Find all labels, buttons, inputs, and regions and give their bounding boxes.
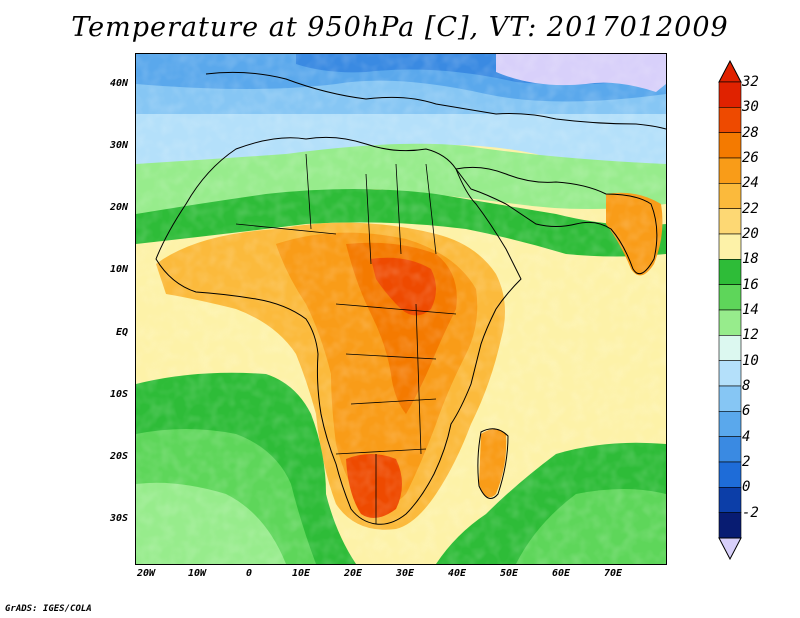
lat-label-10n: 10N: [109, 264, 128, 275]
colorbar-swatch: [718, 107, 742, 133]
colorbar-tick-label: 24: [742, 175, 759, 192]
colorbar-swatch: [718, 208, 742, 235]
colorbar-swatch: [718, 81, 742, 108]
lat-label-20n: 20N: [109, 202, 128, 213]
lon-label-40e: 40E: [447, 568, 467, 579]
colorbar-swatch: [718, 157, 742, 184]
field-texture: [136, 54, 666, 564]
colorbar-tick-label: -2: [742, 504, 759, 521]
lat-label-40n: 40N: [109, 78, 128, 89]
colorbar-under-arrow: [718, 537, 742, 560]
lat-label-30n: 30N: [109, 140, 128, 151]
colorbar-tick-label: 14: [742, 302, 759, 318]
colorbar-swatch: [718, 512, 742, 539]
colorbar-tick-label: 16: [742, 276, 759, 293]
colorbar-swatch: [718, 284, 742, 311]
africa-coast: [155, 136, 522, 525]
colorbar-tick-label: 10: [742, 352, 759, 369]
colorbar-tick-label: 28: [742, 124, 759, 141]
colorbar-tick-label: 2: [742, 454, 751, 470]
lat-label-20s: 20S: [109, 451, 128, 462]
lon-label-70e: 70E: [603, 568, 623, 579]
country-borders: [235, 153, 457, 524]
coastlines: [155, 71, 666, 525]
colorbar-swatch: [718, 487, 742, 513]
colorbar-swatch: [718, 385, 742, 412]
colorbar-tick-label: 30: [742, 99, 759, 116]
arabia-india-coast: [455, 166, 658, 275]
temperature-map: [135, 53, 667, 565]
colorbar-tick-label: 6: [742, 403, 751, 420]
lon-label-0: 0: [245, 568, 253, 579]
lon-label-60e: 60E: [551, 568, 571, 579]
lat-label-10s: 10S: [109, 389, 128, 400]
lon-label-50e: 50E: [499, 568, 519, 579]
colorbar-tick-label: 0: [742, 479, 751, 496]
lon-label-30e: 30E: [395, 568, 415, 579]
colorbar-swatch: [718, 411, 742, 437]
colorbar-swatch: [718, 436, 742, 463]
colorbar-swatch: [718, 309, 742, 336]
lon-label-20e: 20E: [343, 568, 363, 579]
colorbar-swatch: [718, 259, 742, 285]
lon-label-20w: 20W: [136, 568, 156, 579]
colorbar-tick-label: 12: [742, 327, 759, 344]
lat-label-30s: 30S: [109, 513, 128, 524]
colorbar-swatch: [718, 335, 742, 361]
colorbar-tick-label: 20: [742, 226, 759, 242]
chart-title: Temperature at 950hPa [C], VT: 201701200…: [71, 12, 729, 43]
colorbar-swatch: [718, 233, 742, 260]
map-canvas: [136, 54, 666, 564]
colorbar: [718, 60, 742, 560]
colorbar-tick-label: 18: [742, 251, 759, 268]
colorbar-tick-label: 32: [742, 74, 759, 90]
lon-label-10w: 10W: [187, 568, 207, 579]
lat-label-eq: EQ: [115, 327, 128, 338]
colorbar-tick-label: 22: [742, 200, 759, 217]
colorbar-swatch: [718, 461, 742, 488]
lon-label-10e: 10E: [291, 568, 311, 579]
madagascar-coast: [477, 428, 509, 499]
colorbar-tick-label: 4: [742, 428, 751, 445]
grads-credit: GrADS: IGES/COLA: [5, 604, 92, 614]
colorbar-tick-label: 26: [742, 150, 759, 166]
mediterranean-coast: [205, 71, 666, 130]
colorbar-swatch: [718, 360, 742, 387]
colorbar-swatch: [718, 132, 742, 159]
colorbar-over-arrow: [718, 60, 742, 83]
colorbar-swatch: [718, 183, 742, 209]
colorbar-tick-label: 8: [742, 378, 751, 394]
